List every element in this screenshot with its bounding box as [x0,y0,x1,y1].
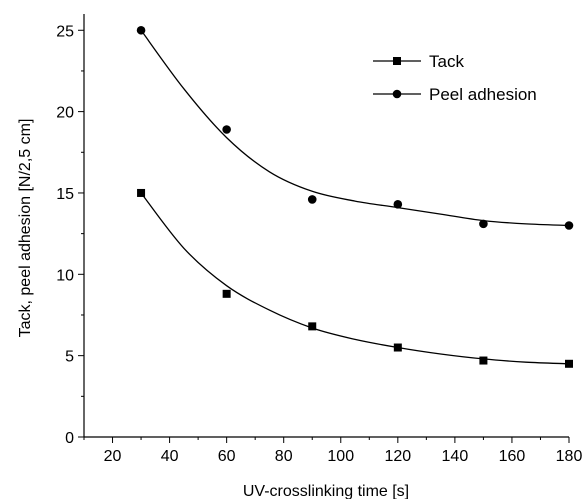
tack-curve [141,193,569,364]
y-tick-label: 25 [56,23,74,40]
y-tick-label: 15 [56,186,74,203]
x-tick-label: 120 [384,448,411,465]
peel-adhesion-point [565,221,574,230]
x-tick-label: 140 [442,448,469,465]
x-tick-label: 40 [161,448,179,465]
tack-point [394,344,402,352]
legend-marker-peel-adhesion [393,90,402,99]
legend-label-peel-adhesion: Peel adhesion [429,85,537,104]
axes: 20 40 60 80 100 120 140 160 180 0 5 10 15 20 25 [56,14,582,465]
peel-adhesion-curve [141,30,569,225]
x-axis-label: UV-crosslinking time [s] [243,483,409,499]
x-tick-label: 60 [218,448,236,465]
y-tick-label: 20 [56,105,74,122]
y-tick-label: 10 [56,267,74,284]
tack-point [565,360,573,368]
x-tick-label: 80 [275,448,293,465]
tack-point [137,189,145,197]
tack-point [308,322,316,330]
x-tick-label: 20 [104,448,122,465]
y-tick-label: 5 [65,349,74,366]
tack-point [479,357,487,365]
peel-adhesion-point [222,125,231,134]
y-tick-label: 0 [65,430,74,447]
peel-adhesion-point [137,26,146,35]
peel-adhesion-point [394,200,403,209]
data-markers [137,26,574,368]
peel-adhesion-point [479,220,488,229]
legend-marker-tack [393,57,401,65]
legend-label-tack: Tack [429,52,464,71]
fit-curves [141,30,569,364]
x-tick-label: 160 [499,448,526,465]
x-tick-label: 100 [327,448,354,465]
legend: Tack Peel adhesion [373,52,537,104]
y-axis-label: Tack, peel adhesion [N/2,5 cm] [17,119,34,338]
tack-point [223,290,231,298]
peel-adhesion-point [308,195,317,204]
x-tick-label: 180 [556,448,583,465]
